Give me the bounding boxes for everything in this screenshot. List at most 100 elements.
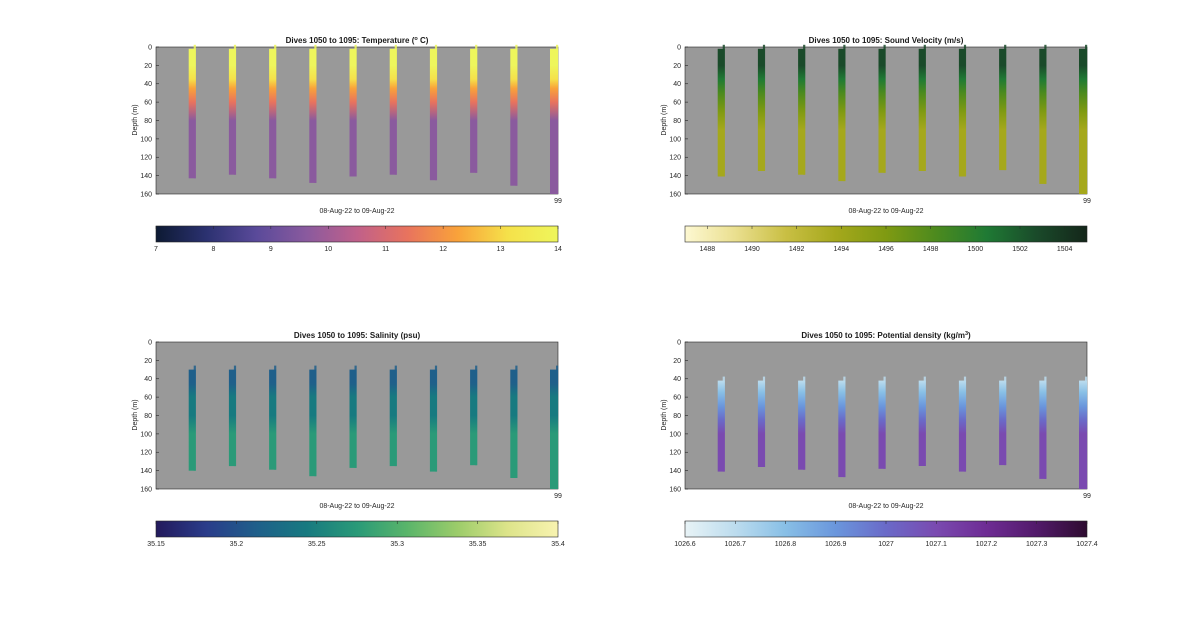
dive-profile-climb (722, 44, 725, 177)
plot-area (155, 46, 559, 195)
x-axis-label: 08-Aug-22 to 09-Aug-22 (848, 503, 923, 510)
dive-profile (798, 380, 806, 470)
y-tick-label: 40 (144, 376, 152, 383)
plot-area (684, 46, 1088, 195)
dive-profile (188, 369, 196, 471)
y-tick-label: 80 (144, 413, 152, 420)
panel-salinity: Dives 1050 to 1095: Salinity (psu) Depth… (132, 331, 565, 548)
plot-area (155, 341, 559, 490)
colorbar-tick-label: 1026.7 (725, 541, 747, 548)
dive-profile (188, 48, 196, 179)
dive-profile (429, 48, 437, 181)
dive-profile-climb (883, 376, 886, 469)
dive-profile (717, 380, 725, 472)
y-tick-label: 100 (669, 431, 681, 438)
y-tick-label: 60 (673, 100, 681, 107)
colorbar-tick-label: 35.2 (230, 541, 244, 548)
dive-profile-climb (1085, 376, 1088, 489)
dive-profile-climb (434, 365, 438, 472)
y-tick-label: 0 (677, 44, 681, 51)
dive-profile (389, 48, 397, 175)
colorbar-tick-label: 1504 (1057, 246, 1073, 253)
colorbar-tick-label: 1488 (700, 246, 716, 253)
dive-profile (918, 380, 926, 466)
dive-profile (1079, 380, 1087, 489)
dive-profile-climb (843, 376, 846, 478)
y-tick-label: 60 (144, 395, 152, 402)
x-tick-label: 99 (1083, 493, 1091, 500)
colorbar-tick-label: 1026.9 (825, 541, 847, 548)
dive-profile (349, 369, 357, 468)
y-tick-label: 80 (144, 118, 152, 125)
dive-profile-climb (762, 376, 766, 467)
dive-profile (550, 48, 558, 194)
x-axis-label: 08-Aug-22 to 09-Aug-22 (319, 503, 394, 510)
dive-profile-climb (394, 365, 397, 467)
y-tick-label: 0 (677, 339, 681, 346)
dive-profile-climb (1044, 44, 1047, 184)
colorbar-tick-label: 35.4 (551, 541, 565, 548)
dive-profile-climb (556, 44, 559, 194)
dive-profile-climb (434, 44, 438, 181)
dive-profile (510, 48, 518, 186)
dive-profile-climb (515, 365, 518, 478)
y-tick-label: 100 (140, 431, 152, 438)
y-tick-label: 60 (673, 395, 681, 402)
dive-profile (389, 369, 397, 467)
dive-profile-climb (1044, 376, 1047, 479)
dive-profile-climb (803, 44, 806, 175)
panel-potential-density: Dives 1050 to 1095: Potential density (k… (661, 331, 1098, 548)
y-axis-label: Depth (m) (661, 104, 668, 135)
colorbar-tick-label: 7 (154, 246, 158, 253)
plot-area (684, 341, 1088, 490)
dive-profile (269, 369, 277, 470)
y-tick-label: 100 (669, 136, 681, 143)
colorbar-tick-label: 1027.3 (1026, 541, 1048, 548)
dive-profile (550, 369, 558, 489)
dive-profile (878, 48, 886, 173)
dive-profile (958, 48, 966, 177)
dive-profile (838, 48, 846, 182)
panel-title: Dives 1050 to 1095: Sound Velocity (m/s) (809, 36, 964, 45)
dive-profile (717, 48, 725, 177)
dive-profile (470, 48, 478, 173)
dive-profile-climb (1004, 44, 1007, 171)
dive-profile-climb (314, 365, 317, 477)
dive-profile (510, 369, 518, 478)
colorbar-tick-label: 1026.6 (674, 541, 696, 548)
y-tick-label: 160 (140, 486, 152, 493)
y-axis-label: Depth (m) (132, 399, 139, 430)
dive-profile (838, 380, 846, 478)
dive-profile (349, 48, 357, 177)
colorbar-tick-label: 1502 (1012, 246, 1028, 253)
dive-profile (1039, 380, 1047, 479)
y-tick-label: 120 (140, 155, 152, 162)
dive-profile (309, 369, 317, 477)
colorbar-tick-label: 13 (497, 246, 505, 253)
x-axis-label: 08-Aug-22 to 09-Aug-22 (319, 208, 394, 215)
dive-profile-climb (394, 44, 397, 175)
y-tick-label: 160 (669, 191, 681, 198)
dive-profile (228, 369, 236, 467)
panel-temperature: Dives 1050 to 1095: Temperature (o C) De… (132, 36, 562, 253)
colorbar-tick-label: 1027.1 (926, 541, 948, 548)
y-tick-label: 80 (673, 118, 681, 125)
colorbar-tick-label: 1027.4 (1076, 541, 1098, 548)
dive-profile (269, 48, 277, 179)
x-tick-label: 99 (554, 198, 562, 205)
dive-profile-climb (923, 376, 926, 466)
dive-profile (958, 380, 966, 472)
dive-profile (798, 48, 806, 175)
y-tick-label: 140 (669, 468, 681, 475)
dive-profile-climb (193, 365, 196, 471)
y-tick-label: 40 (144, 81, 152, 88)
y-tick-label: 0 (148, 44, 152, 51)
colorbar-tick-label: 35.15 (147, 541, 165, 548)
colorbar-tick-label: 35.25 (308, 541, 326, 548)
colorbar-tick-label: 9 (269, 246, 273, 253)
y-tick-label: 160 (669, 486, 681, 493)
dive-profile-climb (1004, 376, 1007, 466)
dive-profile-climb (354, 365, 357, 468)
dive-profile-climb (354, 44, 357, 177)
y-tick-label: 20 (673, 358, 681, 365)
